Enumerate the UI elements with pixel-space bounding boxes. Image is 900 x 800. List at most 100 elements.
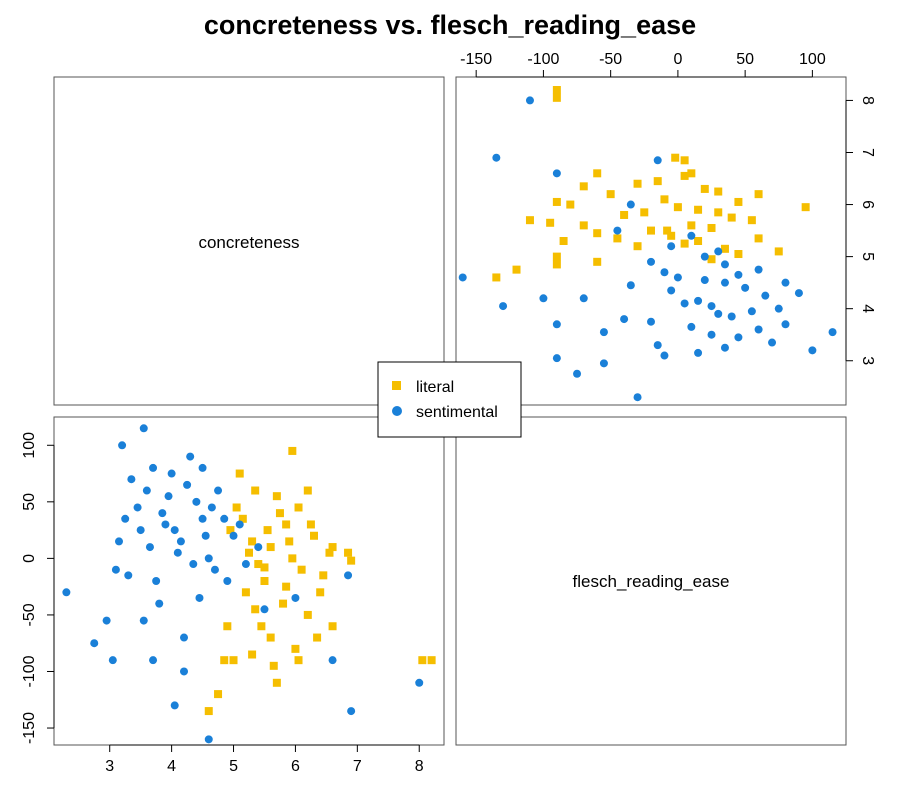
top-axis-tick-label: 100: [799, 51, 826, 68]
point-sentimental: [734, 270, 743, 279]
legend-marker-sentimental: [392, 406, 402, 416]
left-axis-tick-label: -150: [21, 712, 38, 744]
point-literal: [325, 548, 334, 557]
bottom-axis-tick-label: 3: [105, 758, 114, 775]
point-sentimental: [214, 486, 223, 495]
point-sentimental: [291, 593, 300, 602]
point-literal: [204, 707, 213, 716]
legend-label-sentimental: sentimental: [416, 404, 498, 421]
point-sentimental: [115, 537, 123, 546]
legend-box: [377, 361, 522, 438]
point-sentimental: [458, 273, 467, 282]
point-literal: [282, 582, 291, 591]
point-literal: [306, 520, 315, 529]
point-sentimental: [235, 520, 244, 529]
point-sentimental: [694, 296, 703, 305]
point-literal: [734, 197, 743, 206]
point-literal: [552, 86, 561, 95]
point-literal: [653, 177, 662, 186]
point-sentimental: [210, 565, 219, 574]
point-literal: [680, 156, 689, 165]
bottom-axis-tick-label: 7: [353, 758, 362, 775]
point-literal: [720, 244, 729, 253]
point-literal: [272, 492, 281, 501]
point-sentimental: [90, 639, 99, 648]
point-sentimental: [180, 667, 188, 676]
point-literal: [660, 195, 669, 204]
point-literal: [294, 503, 303, 512]
top-axis: -150 -100 -50 0 50 100: [460, 51, 826, 78]
point-literal: [272, 678, 281, 687]
point-sentimental: [573, 369, 582, 378]
right-axis: 3 4 5 6 7 8: [845, 96, 876, 365]
point-sentimental: [720, 343, 729, 352]
point-sentimental: [204, 554, 213, 563]
point-sentimental: [781, 320, 790, 329]
point-sentimental: [633, 393, 642, 402]
right-axis-tick-label: 7: [859, 148, 876, 157]
point-literal: [275, 509, 284, 518]
point-sentimental: [626, 281, 635, 290]
point-sentimental: [599, 328, 608, 337]
point-sentimental: [415, 678, 424, 687]
diagonal-label-flesch-reading-ease: flesch_reading_ease: [573, 572, 730, 591]
point-literal: [245, 548, 253, 557]
point-literal: [754, 190, 763, 199]
point-literal: [251, 486, 260, 495]
point-sentimental: [118, 441, 127, 450]
point-sentimental: [653, 156, 662, 165]
point-literal: [633, 179, 642, 188]
point-sentimental: [754, 265, 763, 274]
point-sentimental: [499, 302, 508, 311]
point-literal: [552, 197, 561, 206]
point-sentimental: [149, 463, 158, 472]
point-sentimental: [254, 543, 263, 552]
point-sentimental: [667, 286, 676, 295]
point-sentimental: [660, 268, 669, 277]
point-sentimental: [344, 571, 353, 580]
left-axis: -150 -100 -50 0 50 100: [21, 432, 55, 744]
point-sentimental: [525, 96, 534, 105]
point-literal: [687, 221, 696, 230]
point-sentimental: [241, 560, 250, 569]
point-literal: [593, 257, 602, 266]
point-literal: [319, 571, 328, 580]
bottom-axis: 3 4 5 6 7 8: [105, 744, 424, 775]
point-literal: [620, 210, 629, 219]
top-axis-tick-label: 50: [736, 51, 754, 68]
point-sentimental: [626, 200, 635, 209]
legend: literal sentimental: [377, 361, 522, 438]
point-sentimental: [754, 325, 763, 334]
point-sentimental: [149, 656, 158, 665]
point-literal: [525, 216, 534, 225]
point-literal: [263, 526, 272, 535]
point-sentimental: [189, 560, 198, 569]
right-axis-tick-label: 4: [859, 304, 876, 313]
point-sentimental: [139, 616, 148, 625]
point-sentimental: [774, 304, 783, 313]
point-literal: [418, 656, 427, 665]
point-literal: [303, 610, 312, 619]
point-literal: [266, 633, 275, 642]
point-literal: [288, 446, 297, 455]
point-literal: [310, 531, 318, 540]
point-sentimental: [714, 309, 723, 318]
point-sentimental: [700, 276, 709, 285]
point-sentimental: [727, 312, 736, 321]
diagonal-label-concreteness: concreteness: [198, 233, 299, 252]
point-literal: [512, 265, 521, 274]
point-literal: [303, 486, 312, 495]
point-literal: [559, 237, 568, 245]
point-literal: [214, 690, 223, 699]
point-sentimental: [136, 526, 145, 535]
point-sentimental: [552, 354, 561, 363]
point-literal: [229, 656, 238, 665]
point-sentimental: [328, 656, 337, 665]
point-sentimental: [204, 735, 213, 744]
point-literal: [427, 656, 436, 665]
point-sentimental: [687, 322, 696, 331]
point-literal: [279, 599, 288, 608]
point-literal: [220, 656, 229, 665]
point-literal: [291, 644, 300, 653]
